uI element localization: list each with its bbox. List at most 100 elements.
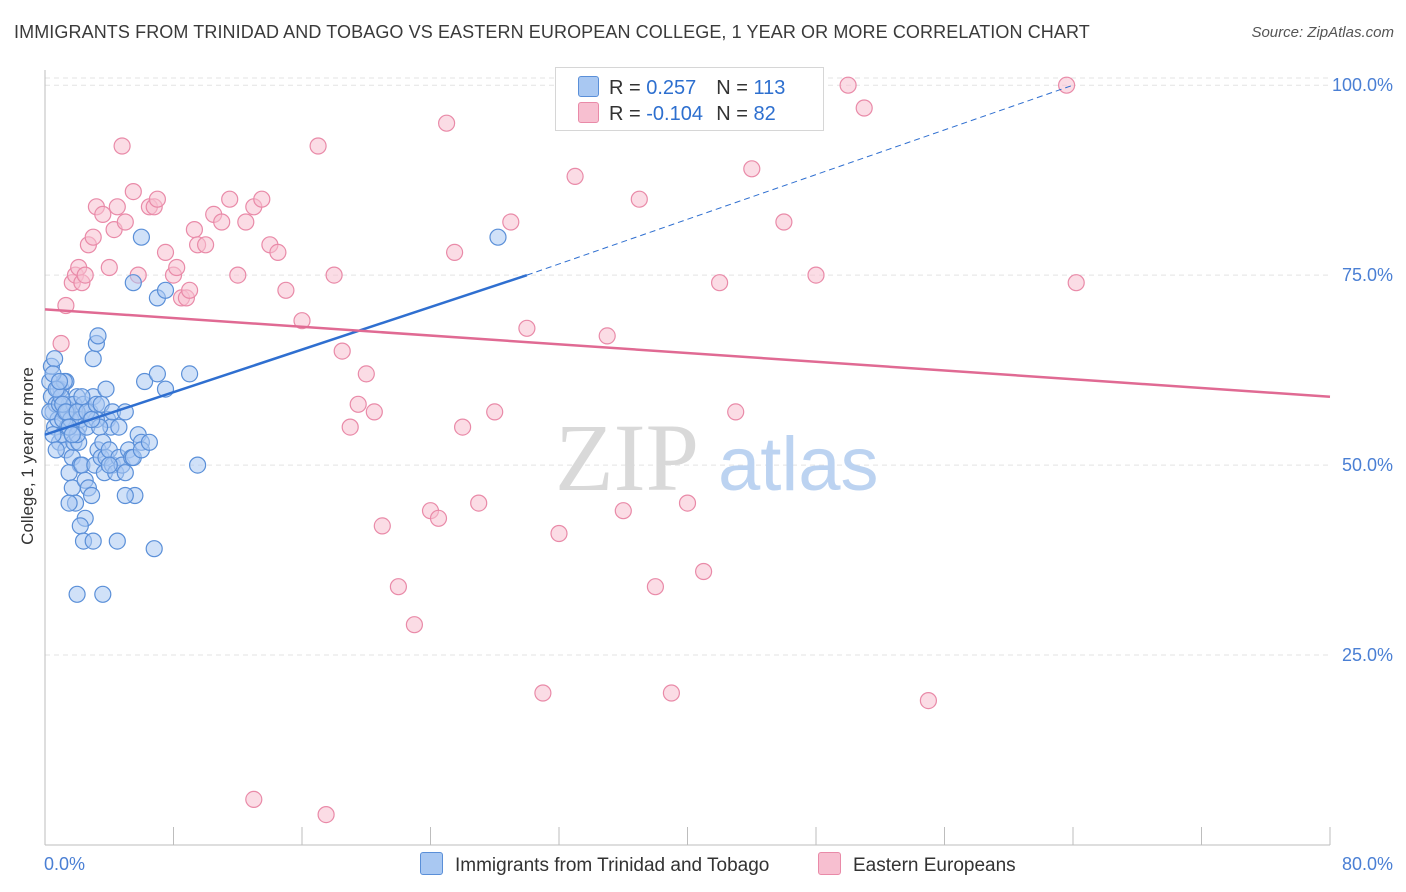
pink-data-point bbox=[269, 243, 287, 261]
pink-data-point bbox=[429, 509, 448, 527]
blue-data-point bbox=[156, 281, 175, 299]
pink-data-point bbox=[405, 616, 423, 634]
pink-data-point bbox=[550, 524, 568, 543]
pink-data-point bbox=[113, 137, 131, 155]
blue-data-point bbox=[84, 532, 102, 550]
pink-data-point bbox=[221, 190, 239, 208]
y-tick-label: 50.0% bbox=[1342, 455, 1393, 475]
blue-data-point bbox=[97, 380, 115, 398]
blue-legend-swatch bbox=[420, 852, 443, 875]
pink-data-point bbox=[1067, 274, 1085, 292]
legend-label-eastern-europeans: Eastern Europeans bbox=[853, 855, 1016, 876]
pink-data-point bbox=[76, 266, 94, 284]
blue-data-point bbox=[116, 486, 134, 505]
blue-data-point bbox=[124, 274, 142, 292]
pink-legend-swatch bbox=[818, 852, 841, 875]
blue-data-point bbox=[47, 441, 65, 459]
pink-data-point bbox=[614, 502, 632, 520]
pink-data-point bbox=[309, 137, 327, 155]
pink-data-point bbox=[566, 167, 584, 185]
grid-layer bbox=[45, 77, 1330, 656]
legend-blue-n-value: 113 bbox=[753, 77, 786, 99]
pink-data-point bbox=[94, 205, 112, 223]
blue-data-point bbox=[136, 372, 154, 391]
pink-data-point bbox=[245, 790, 263, 809]
blue-data-point bbox=[84, 350, 102, 368]
pink-data-point bbox=[486, 403, 504, 421]
pink-data-point bbox=[389, 578, 407, 596]
pink-data-point bbox=[727, 403, 745, 421]
pink-data-point bbox=[855, 99, 873, 117]
axis-layer bbox=[44, 70, 1331, 846]
source-credit: Source: ZipAtlas.com bbox=[1251, 24, 1394, 41]
pink-data-point bbox=[185, 221, 203, 239]
pink-data-point bbox=[446, 243, 464, 261]
pink-data-point bbox=[181, 281, 199, 299]
pink-data-point bbox=[277, 281, 295, 299]
pink-data-point bbox=[373, 517, 391, 535]
x-tick-label-max: 80.0% bbox=[1342, 854, 1393, 874]
blue-data-point bbox=[140, 433, 158, 451]
blue-data-point bbox=[73, 388, 91, 406]
pink-data-point bbox=[237, 213, 255, 231]
legend-pink-r-label: R = bbox=[609, 103, 647, 125]
watermark-atlas: atlas bbox=[718, 422, 879, 507]
watermark-zip: ZIP bbox=[555, 404, 699, 511]
pink-data-point bbox=[341, 418, 359, 436]
legend-blue-n-label: N = bbox=[716, 77, 754, 99]
pink-data-point bbox=[518, 319, 536, 337]
y-tick-label: 75.0% bbox=[1342, 265, 1393, 285]
blue-data-point bbox=[489, 228, 507, 246]
pink-data-point bbox=[52, 334, 70, 353]
pink-data-point bbox=[325, 266, 343, 284]
blue-data-point bbox=[145, 540, 163, 558]
legend-row-blue: R = 0.257 N = 113 bbox=[578, 76, 785, 102]
pink-data-point bbox=[168, 258, 186, 277]
pink-data-point bbox=[743, 160, 761, 178]
pink-data-point bbox=[919, 691, 938, 710]
blue-data-point bbox=[82, 486, 101, 505]
pink-data-point bbox=[349, 395, 367, 413]
x-tick-labels: 0.0% 80.0% bbox=[44, 854, 1393, 874]
pink-data-point bbox=[502, 213, 520, 231]
pink-data-point bbox=[438, 114, 456, 132]
blue-data-point bbox=[60, 494, 78, 512]
blue-data-point bbox=[189, 456, 207, 474]
pink-data-point bbox=[807, 266, 825, 284]
pink-data-point bbox=[646, 578, 665, 596]
pink-trend-line bbox=[44, 308, 1331, 398]
correlation-legend: R = 0.257 N = 113 R = -0.104 N = 82 bbox=[555, 67, 824, 131]
pink-data-point bbox=[630, 190, 648, 208]
y-tick-labels: 25.0% 50.0% 75.0% 100.0% bbox=[1332, 75, 1393, 665]
blue-data-point bbox=[50, 372, 69, 391]
pink-data-point bbox=[156, 243, 175, 261]
legend-item-eastern-europeans[interactable]: Eastern Europeans bbox=[818, 852, 1016, 877]
pink-data-point bbox=[1057, 76, 1076, 94]
pink-data-point bbox=[148, 190, 166, 208]
pink-data-point bbox=[710, 274, 729, 292]
legend-blue-r-label: R = bbox=[609, 77, 647, 99]
pink-data-point bbox=[470, 494, 488, 512]
pink-data-point bbox=[124, 183, 142, 201]
pink-swatch bbox=[578, 102, 599, 123]
pink-data-point bbox=[365, 403, 383, 421]
blue-data-point bbox=[148, 365, 166, 383]
pink-data-point bbox=[108, 198, 126, 216]
legend-blue-r-value: 0.257 bbox=[646, 77, 697, 99]
blue-data-point bbox=[108, 532, 126, 550]
pink-data-point bbox=[357, 365, 375, 383]
blue-data-point bbox=[45, 350, 64, 368]
blue-data-point bbox=[100, 456, 118, 474]
trend-lines bbox=[44, 84, 1331, 436]
chart-title: IMMIGRANTS FROM TRINIDAD AND TOBAGO VS E… bbox=[14, 22, 1090, 42]
blue-data-point bbox=[116, 464, 134, 482]
legend-item-trinidad[interactable]: Immigrants from Trinidad and Tobago bbox=[420, 852, 769, 877]
legend-pink-r-value: -0.104 bbox=[646, 103, 703, 125]
blue-data-point bbox=[89, 327, 107, 345]
pink-data-point bbox=[317, 805, 335, 824]
blue-trend-extension bbox=[526, 84, 1074, 276]
pink-data-point bbox=[678, 494, 697, 512]
legend-label-trinidad: Immigrants from Trinidad and Tobago bbox=[455, 855, 770, 876]
blue-data-point bbox=[68, 585, 86, 603]
pink-data-point bbox=[534, 684, 552, 702]
